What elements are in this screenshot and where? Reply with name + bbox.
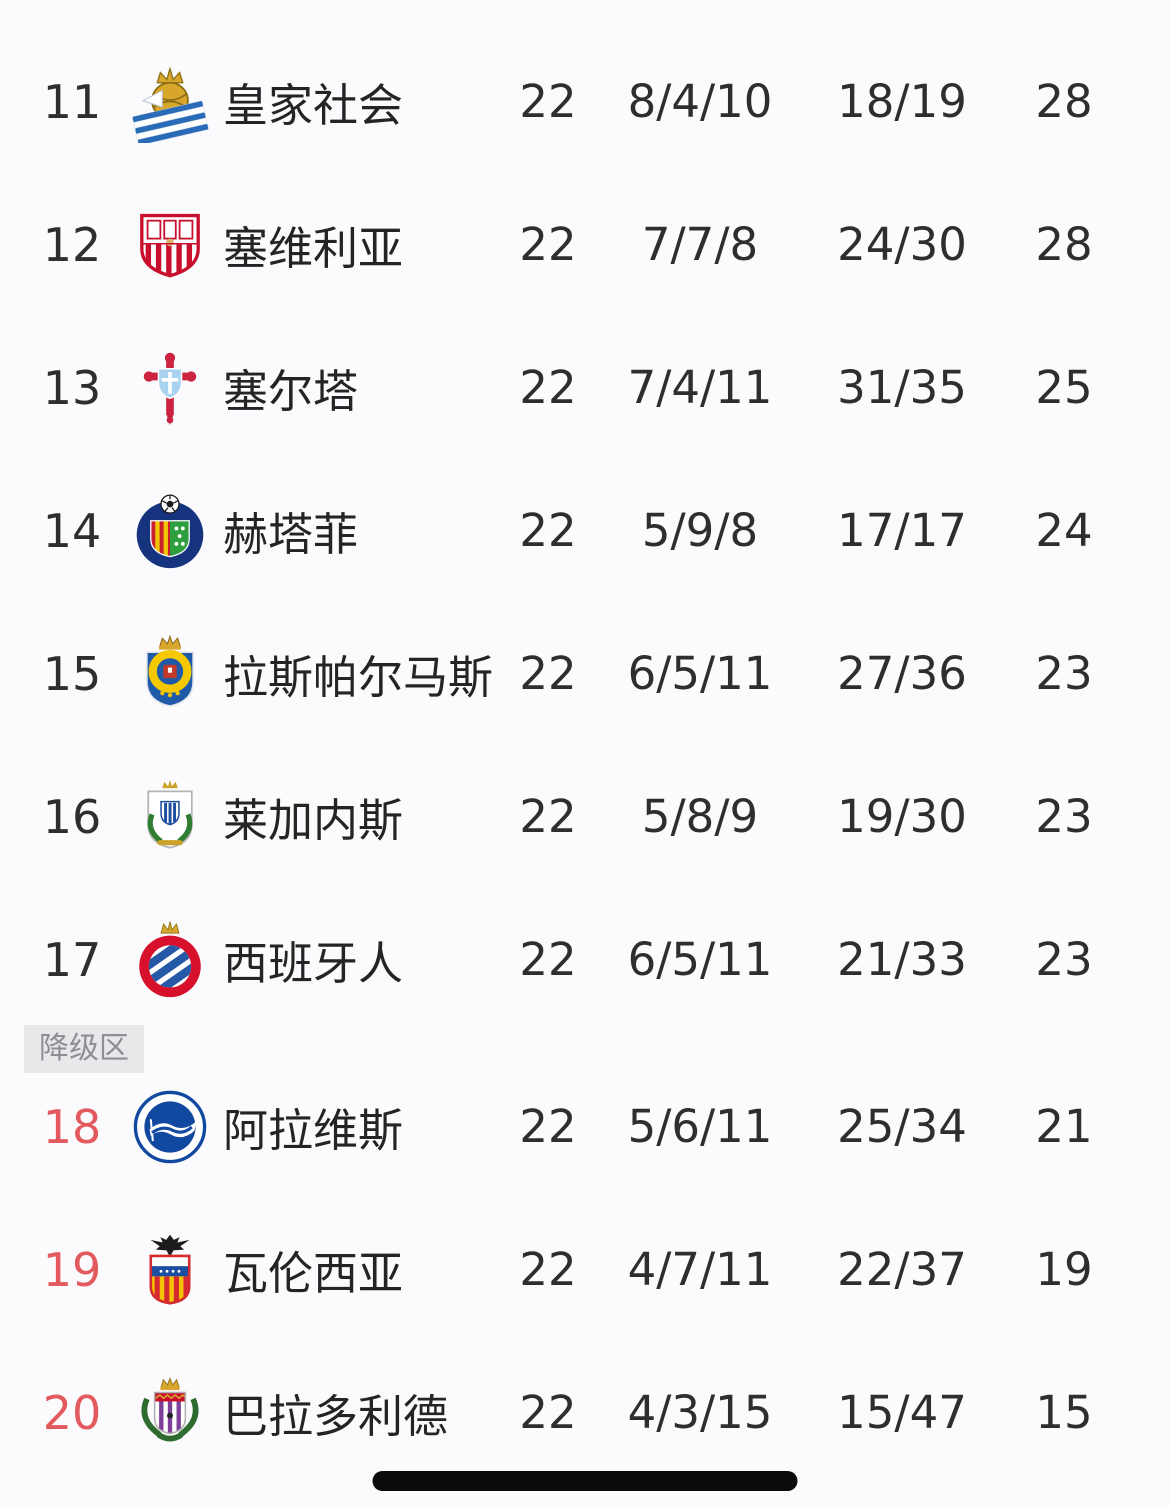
points: 21: [1035, 1100, 1093, 1153]
matches-played: 22: [519, 1243, 577, 1296]
goals-for-against: 18/19: [837, 75, 967, 128]
table-row[interactable]: 14 赫塔菲 22 5/9/8 17/17 24: [0, 459, 1170, 602]
points: 19: [1035, 1243, 1093, 1296]
rank-number: 20: [42, 1385, 102, 1440]
table-row[interactable]: 13 塞尔塔 22 7/4/11 31/35 25: [0, 316, 1170, 459]
valladolid-crest-icon: [122, 1372, 217, 1454]
table-row[interactable]: 19 瓦伦西亚 22 4/7/11 22/37 19: [0, 1198, 1170, 1341]
matches-played: 22: [519, 790, 577, 843]
win-draw-loss: 7/4/11: [627, 361, 773, 414]
alaves-crest-icon: [122, 1086, 217, 1168]
goals-for-against: 17/17: [837, 504, 967, 557]
celta-crest-icon: [122, 347, 217, 429]
win-draw-loss: 5/8/9: [641, 790, 759, 843]
points: 23: [1035, 790, 1093, 843]
matches-played: 22: [519, 361, 577, 414]
espanyol-crest-icon: [122, 919, 217, 1001]
table-row[interactable]: 12 塞维利亚 22 7/7/8 24/30 28: [0, 173, 1170, 316]
rank-number: 12: [42, 217, 102, 272]
points: 28: [1035, 75, 1093, 128]
matches-played: 22: [519, 504, 577, 557]
matches-played: 22: [519, 218, 577, 271]
table-row[interactable]: 16 莱加内斯 22 5/8/9 19/30 23: [0, 745, 1170, 888]
win-draw-loss: 4/3/15: [627, 1386, 773, 1439]
goals-for-against: 22/37: [837, 1243, 967, 1296]
win-draw-loss: 8/4/10: [627, 75, 773, 128]
points: 15: [1035, 1386, 1093, 1439]
win-draw-loss: 6/5/11: [627, 933, 773, 986]
rank-number: 15: [42, 646, 102, 701]
matches-played: 22: [519, 1100, 577, 1153]
goals-for-against: 21/33: [837, 933, 967, 986]
team-name: 莱加内斯: [223, 794, 404, 847]
team-name: 巴拉多利德: [223, 1390, 449, 1443]
getafe-crest-icon: [122, 490, 217, 572]
table-row[interactable]: 17 西班牙人 22 6/5/11 21/33 23: [0, 888, 1170, 1031]
table-row[interactable]: 18 阿拉维斯 22 5/6/11 25/34 21: [0, 1055, 1170, 1198]
goals-for-against: 19/30: [837, 790, 967, 843]
rank-number: 11: [42, 74, 102, 129]
win-draw-loss: 4/7/11: [627, 1243, 773, 1296]
team-name: 塞维利亚: [223, 222, 404, 275]
win-draw-loss: 5/9/8: [641, 504, 759, 557]
las-palmas-crest-icon: [122, 633, 217, 715]
relegation-zone-badge: 降级区: [24, 1025, 144, 1073]
table-row[interactable]: 15 拉斯帕尔马斯 22 6/5/11 27/36 23: [0, 602, 1170, 745]
goals-for-against: 31/35: [837, 361, 967, 414]
matches-played: 22: [519, 75, 577, 128]
points: 23: [1035, 647, 1093, 700]
home-indicator-bar[interactable]: [372, 1471, 798, 1491]
team-name: 西班牙人: [223, 937, 404, 990]
relegation-zone-divider: 降级区: [0, 1025, 1170, 1073]
goals-for-against: 15/47: [837, 1386, 967, 1439]
rank-number: 19: [42, 1242, 102, 1297]
matches-played: 22: [519, 933, 577, 986]
rank-number: 13: [42, 360, 102, 415]
team-name: 阿拉维斯: [223, 1104, 404, 1157]
valencia-crest-icon: [122, 1229, 217, 1311]
matches-played: 22: [519, 1386, 577, 1439]
points: 25: [1035, 361, 1093, 414]
real-sociedad-crest-icon: [122, 61, 217, 143]
rank-number: 16: [42, 789, 102, 844]
points: 24: [1035, 504, 1093, 557]
table-row[interactable]: 11 皇家社会 22 8/4/10 18/19 28: [0, 30, 1170, 173]
team-name: 赫塔菲: [223, 508, 359, 561]
points: 23: [1035, 933, 1093, 986]
rank-number: 14: [42, 503, 102, 558]
sevilla-crest-icon: [122, 204, 217, 286]
table-row[interactable]: 20 巴拉多利德 22 4/3/15 15/47 15: [0, 1341, 1170, 1484]
points: 28: [1035, 218, 1093, 271]
team-name: 瓦伦西亚: [223, 1247, 404, 1300]
goals-for-against: 27/36: [837, 647, 967, 700]
standings-table: 11 皇家社会 22 8/4/10 18/19 28 12 塞维利亚 22 7/…: [0, 30, 1170, 1484]
team-name: 皇家社会: [223, 79, 404, 132]
win-draw-loss: 5/6/11: [627, 1100, 773, 1153]
win-draw-loss: 7/7/8: [641, 218, 759, 271]
win-draw-loss: 6/5/11: [627, 647, 773, 700]
goals-for-against: 24/30: [837, 218, 967, 271]
team-name: 塞尔塔: [223, 365, 359, 418]
goals-for-against: 25/34: [837, 1100, 967, 1153]
rank-number: 17: [42, 932, 102, 987]
leganes-crest-icon: [122, 776, 217, 858]
rank-number: 18: [42, 1099, 102, 1154]
team-name: 拉斯帕尔马斯: [223, 651, 494, 704]
matches-played: 22: [519, 647, 577, 700]
